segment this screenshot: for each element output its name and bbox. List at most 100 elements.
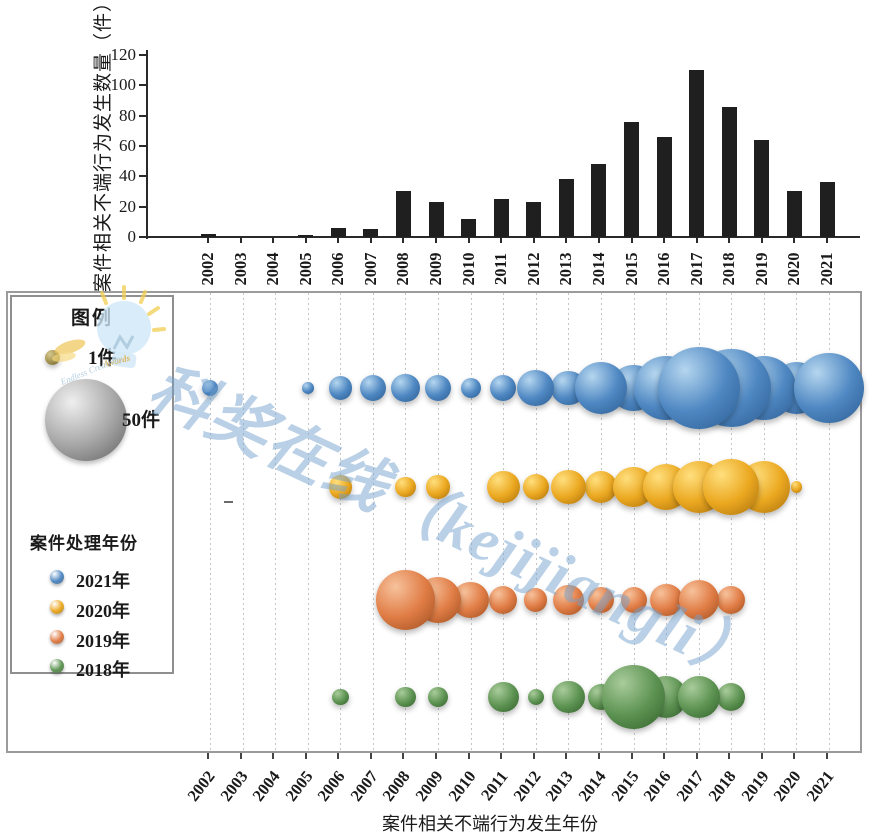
bubble-xtick-2010 [467,753,470,759]
bar-xtick-2005 [304,237,307,243]
bar-xtick-2011 [500,237,503,243]
bar-ytick-100 [139,84,146,87]
series-dot-2018 [50,659,64,673]
bar-xlabel-2006: 2006 [328,252,348,286]
bar-xlabel-2020: 2020 [784,252,804,286]
bar-xtick-2002 [207,237,209,243]
bubble-xtick-2007 [369,753,372,759]
gridline-2013 [568,293,570,751]
bubble-2020-2020 [790,481,803,493]
bar-xtick-2018 [728,237,731,243]
legend-small-label: 1件 [88,348,117,369]
bar-ytick-label-80: 80 [119,105,136,125]
gridline-2020 [796,293,798,751]
bar-ytick-40 [139,175,146,178]
bar-2012 [526,202,542,237]
bar-ytick-label-40: 40 [119,166,136,186]
series-item-label: 2018年 [76,660,130,680]
bar-ytick-120 [139,53,146,56]
gridline-2006 [340,293,342,751]
series-dot-2021 [50,570,64,584]
bar-ytick-0 [139,236,146,238]
bar-2020 [786,191,802,237]
bar-xtick-2008 [402,237,405,243]
bubble-2019-2011 [489,585,518,615]
bubble-xtick-2009 [435,753,438,759]
bar-xlabel-2010: 2010 [458,252,478,286]
bubble-2021-2002 [201,379,219,397]
bar-xtick-2021 [826,237,829,243]
bubble-2019-2014 [587,587,614,613]
gridline-2010 [470,293,472,751]
bubble-2020-2008 [395,476,416,498]
gridline-2008 [405,293,407,751]
bar-2006 [330,228,346,237]
bar-xtick-2014 [597,237,600,243]
bubble-2021-2005 [301,382,314,394]
bar-2014 [591,164,607,237]
gridline-2017 [698,293,700,751]
series-dot-2019 [50,630,64,644]
gridline-2009 [438,293,440,751]
gridline-2005 [307,293,309,751]
bar-2019 [754,140,770,237]
bubble-xtick-2015 [630,753,633,759]
gridline-2014 [600,293,602,751]
bubble-xtick-2020 [793,753,796,759]
bubble-xtick-2013 [565,753,568,759]
bar-xtick-2003 [239,237,242,243]
bar-chart: 案件相关不端行为发生数量（件） 0 20 40 60 80 100 120 2002 2003 2… [0,0,879,300]
bar-xtick-2012 [532,237,535,243]
series-legend-title: 案件处理年份 [30,534,138,553]
legend-large-label: 50件 [122,410,161,431]
bar-2007 [363,229,379,237]
gridline-2021 [829,293,831,751]
bar-xlabel-2003: 2003 [230,252,250,286]
bubble-2018-2011 [487,681,519,713]
bar-xlabel-2015: 2015 [621,252,641,286]
bubble-2021-2021 [794,353,864,423]
gridline-2016 [666,293,668,751]
bar-xtick-2020 [793,237,796,243]
bar-x-axis-line [146,236,860,238]
bar-xlabel-2016: 2016 [654,252,674,286]
bubble-2018-2013 [551,680,585,714]
gridline-2019 [763,293,765,751]
bar-2010 [461,219,477,237]
bar-2013 [558,179,574,237]
bubble-2019-2015 [620,587,647,613]
legend-box: 图例 1件 50件 案件处理年份 2021年 2020年 2019年 2018年 [10,295,174,680]
bubble-2019-2008 [375,570,436,630]
series-dot-2020 [50,600,64,614]
bubble-xtick-2004 [272,753,275,759]
bubble-2018-2017 [677,676,720,718]
bar-2005 [298,235,314,237]
bubble-2020-2009 [426,475,450,499]
bar-2002 [200,234,216,237]
bar-2021 [819,182,835,237]
bar-xlabel-2011: 2011 [491,252,511,286]
bubble-2019-2018 [717,585,746,615]
bar-xtick-2016 [663,237,666,243]
bubble-xtick-2019 [760,753,763,759]
bar-xlabel-2013: 2013 [556,252,576,286]
bar-xtick-2015 [630,237,633,243]
bubble-xtick-2012 [532,753,535,759]
bar-xtick-2013 [565,237,568,243]
bar-xtick-2007 [369,237,372,243]
bubble-2018-2009 [428,686,449,708]
bubble-2021-2007 [359,375,386,401]
bubble-xtick-2003 [239,753,242,759]
legend-small-bubble [45,350,60,365]
bubble-xtick-2006 [337,753,340,759]
bar-2016 [656,137,672,237]
bubble-2018-2015 [601,665,666,729]
bar-xtick-2006 [337,237,340,243]
bubble-2020-2011 [486,470,520,504]
bubble-2021-2011 [490,375,517,401]
bubble-2021-2006 [328,376,352,400]
bar-xtick-2017 [695,237,698,243]
bubble-x-axis-label: 案件相关不端行为发生年份 [382,814,598,834]
bar-xlabel-2017: 2017 [686,252,706,286]
bubble-2018-2008 [395,686,416,708]
